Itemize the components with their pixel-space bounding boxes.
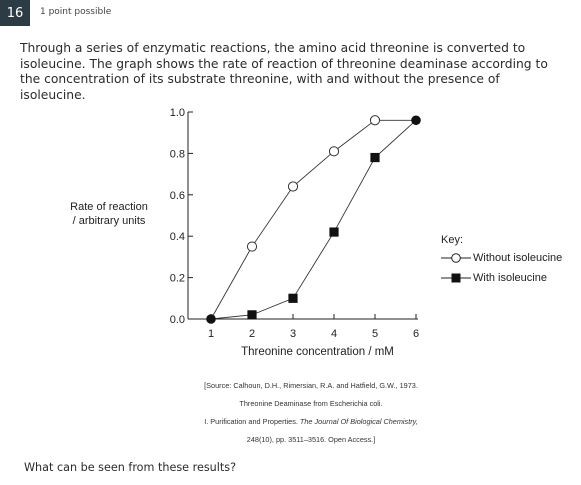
- y-tick-label: 0.8: [170, 148, 185, 160]
- key-label-without: Without isoleucine: [473, 252, 563, 264]
- series-line: [210, 119, 417, 320]
- source-line-3-prefix: I. Purification and Properties.: [204, 417, 298, 426]
- question-prompt: What can be seen from these results?: [24, 461, 237, 474]
- key-row-without: Without isoleucine: [441, 248, 562, 268]
- x-tick-label: 1: [208, 328, 214, 340]
- key-title: Key:: [441, 234, 464, 246]
- filled-square-marker-icon: [441, 273, 471, 283]
- data-point-with: [329, 227, 339, 237]
- source-journal: The Journal Of Biological Chemistry,: [299, 417, 418, 426]
- data-point-without: [287, 181, 299, 192]
- series-line: [210, 119, 416, 320]
- x-tick-label: 5: [372, 328, 378, 340]
- key-row-with: With isoleucine: [441, 268, 562, 288]
- source-line-4: 248(10), pp. 3511–3516. Open Access.]: [246, 435, 376, 444]
- x-tick-label: 2: [249, 328, 255, 340]
- y-axis-label-line2: / arbitrary units: [72, 215, 146, 227]
- key-label-with: With isoleucine: [473, 272, 547, 284]
- data-point-shared-end: [411, 115, 421, 126]
- data-point-with: [247, 310, 257, 320]
- x-tick-label: 6: [413, 328, 419, 340]
- question-number: 16: [0, 0, 30, 26]
- data-point-shared-start: [206, 314, 216, 324]
- y-tick-label: 0.2: [170, 273, 185, 285]
- y-axis-label-line1: Rate of reaction: [70, 201, 148, 213]
- y-axis-label: Rate of reaction / arbitrary units: [54, 200, 164, 228]
- source-line-3: I. Purification and Properties. The Jour…: [150, 413, 472, 431]
- source-line-1: [Source: Calhoun, D.H., Rimersian, R.A. …: [204, 381, 418, 390]
- points-label: 1 point possible: [40, 7, 112, 17]
- x-tick-label: 4: [331, 328, 337, 340]
- y-tick-label: 0.6: [170, 190, 185, 202]
- data-point-without: [369, 115, 381, 126]
- source-line-2: Threonine Deaminase from Escherichia col…: [239, 399, 383, 408]
- x-tick-label: 3: [290, 328, 296, 340]
- y-tick-label: 1.0: [170, 107, 185, 119]
- source-citation: [Source: Calhoun, D.H., Rimersian, R.A. …: [150, 377, 472, 449]
- x-axis-label: Threonine concentration / mM: [241, 346, 394, 358]
- data-point-without: [246, 241, 258, 252]
- y-tick-label: 0.0: [170, 314, 185, 326]
- question-text: Through a series of enzymatic reactions,…: [20, 41, 548, 102]
- data-point-without: [328, 146, 340, 157]
- data-point-with: [288, 293, 298, 303]
- data-point-with: [370, 152, 380, 163]
- open-circle-marker-icon: [441, 253, 471, 263]
- y-tick-label: 0.4: [170, 231, 185, 243]
- chart-key: Key: Without isoleucine With isoleucine: [441, 234, 562, 288]
